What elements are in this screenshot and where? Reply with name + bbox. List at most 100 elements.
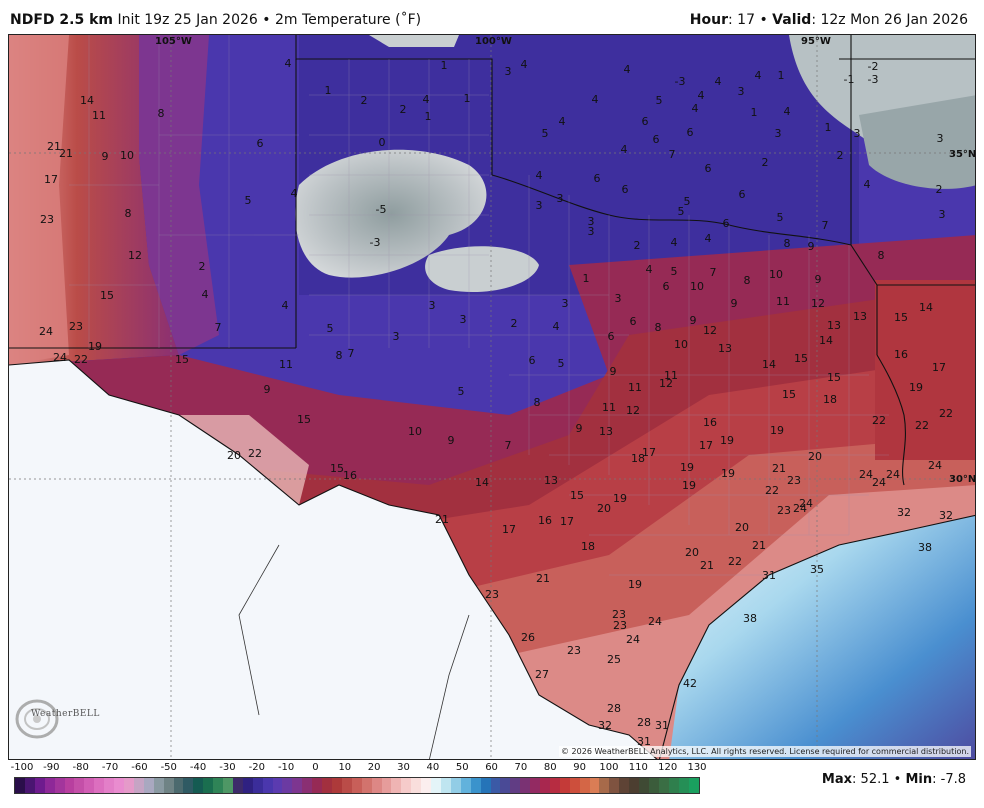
colorbar-swatch [579, 778, 590, 793]
temperature-value: 11 [602, 401, 616, 414]
temperature-value: 4 [621, 143, 628, 156]
temperature-value: 21 [752, 539, 766, 552]
header: NDFD 2.5 km Init 19z 25 Jan 2026 • 2m Te… [0, 0, 984, 34]
colorbar-swatch [84, 778, 95, 793]
colorbar-swatch [470, 778, 481, 793]
temperature-value: 2 [936, 183, 943, 196]
colorbar-swatch [213, 778, 224, 793]
temperature-value: 20 [808, 450, 822, 463]
colorbar-swatch [163, 778, 174, 793]
temperature-value: 4 [698, 89, 705, 102]
colorbar-swatch [133, 778, 144, 793]
temperature-value: 15 [894, 311, 908, 324]
temperature-value: -3 [675, 75, 686, 88]
colorbar-tick: -70 [101, 762, 119, 773]
colorbar-swatch [332, 778, 342, 793]
temperature-value: 2 [762, 156, 769, 169]
temperature-value: 6 [705, 162, 712, 175]
temperature-value: 9 [264, 383, 271, 396]
temperature-value: 9 [690, 314, 697, 327]
colorbar-swatch [678, 778, 689, 793]
temperature-value: 31 [762, 569, 776, 582]
temperature-value: 3 [588, 225, 595, 238]
colorbar-swatch [391, 778, 402, 793]
temperature-value: 3 [536, 199, 543, 212]
colorbar-swatch [569, 778, 580, 793]
temperature-value: 21 [700, 559, 714, 572]
colorbar-swatch [351, 778, 362, 793]
temperature-value: 16 [703, 416, 717, 429]
temperature-value: 18 [631, 452, 645, 465]
colorbar-tick: 40 [426, 762, 440, 773]
temperature-value: 4 [423, 93, 430, 106]
louisiana-region [875, 280, 975, 460]
colorbar-swatch [440, 778, 451, 793]
temperature-value: 13 [544, 474, 558, 487]
temperature-value: 3 [460, 313, 467, 326]
temperature-value: 19 [680, 461, 694, 474]
temperature-map[interactable]: 105°W 100°W 95°W 35°N 30°N 4 1 3 4 4 -3 4 4 1 -1-… [8, 34, 976, 760]
colorbar-swatch [292, 778, 303, 793]
colorbar-swatch [480, 778, 491, 793]
hour-label: Hour [689, 12, 729, 28]
temperature-value: 12 [703, 324, 717, 337]
temperature-value: 4 [285, 57, 292, 70]
temperature-value: 11 [92, 109, 106, 122]
colorbar-swatch [411, 778, 422, 793]
temperature-value: 4 [705, 232, 712, 245]
temperature-value: -1 [844, 73, 855, 86]
temperature-value: 1 [325, 84, 332, 97]
colorbar-swatch [421, 778, 432, 793]
temperature-value: 23 [777, 504, 791, 517]
colorbar-tick: 20 [367, 762, 381, 773]
temperature-value: 6 [663, 280, 670, 293]
temperature-value: 15 [100, 289, 114, 302]
valid-label: Valid [772, 12, 812, 28]
colorbar-swatch [183, 778, 194, 793]
temperature-value: 12 [626, 404, 640, 417]
colorbar-swatch [203, 778, 214, 793]
temperature-value: 6 [687, 126, 694, 139]
temperature-value: 19 [88, 340, 102, 353]
temperature-value: 24 [799, 497, 813, 510]
temperature-value: 19 [613, 492, 627, 505]
temperature-value: 22 [939, 407, 953, 420]
colorbar-tick: -100 [10, 762, 34, 773]
copyright-notice: © 2026 WeatherBELL Analytics, LLC. All r… [559, 746, 971, 757]
colorbar-swatch [540, 778, 550, 793]
temperature-value: 19 [682, 479, 696, 492]
colorbar-swatch [401, 778, 412, 793]
temperature-value: 3 [429, 299, 436, 312]
colorbar-swatch [371, 778, 382, 793]
mexico-borders [238, 544, 470, 759]
temperature-value: 19 [721, 467, 735, 480]
temperature-value: 28 [607, 702, 621, 715]
colorbar-swatch [54, 778, 65, 793]
colorbar-swatch [262, 778, 273, 793]
colorbar-tick: 60 [485, 762, 498, 773]
temperature-value: 15 [782, 388, 796, 401]
lat-label-30: 30°N [949, 474, 976, 485]
temperature-value: -3 [868, 73, 879, 86]
temperature-value: 4 [521, 58, 528, 71]
temperature-value: 2 [361, 94, 368, 107]
temperature-value: 12 [811, 297, 825, 310]
colorbar-swatch [549, 778, 560, 793]
temperature-value: 15 [330, 462, 344, 475]
hour-value: : 17 [728, 12, 755, 28]
temperature-value: 4 [671, 236, 678, 249]
temperature-value: 3 [562, 297, 569, 310]
temperature-value: 15 [297, 413, 311, 426]
temperature-value: 19 [720, 434, 734, 447]
temperature-value: 5 [245, 194, 252, 207]
temperature-value: 23 [485, 588, 499, 601]
temperature-value: 19 [628, 578, 642, 591]
colorbar-tick: 100 [599, 762, 619, 773]
colorbar-swatch [282, 778, 293, 793]
field-name: 2m Temperature (˚F) [274, 12, 422, 28]
temperature-value: 8 [336, 349, 343, 362]
temperature-value: 7 [669, 148, 676, 161]
temperature-value: 9 [731, 297, 738, 310]
temperature-value: 8 [878, 249, 885, 262]
temperature-value: 5 [671, 265, 678, 278]
